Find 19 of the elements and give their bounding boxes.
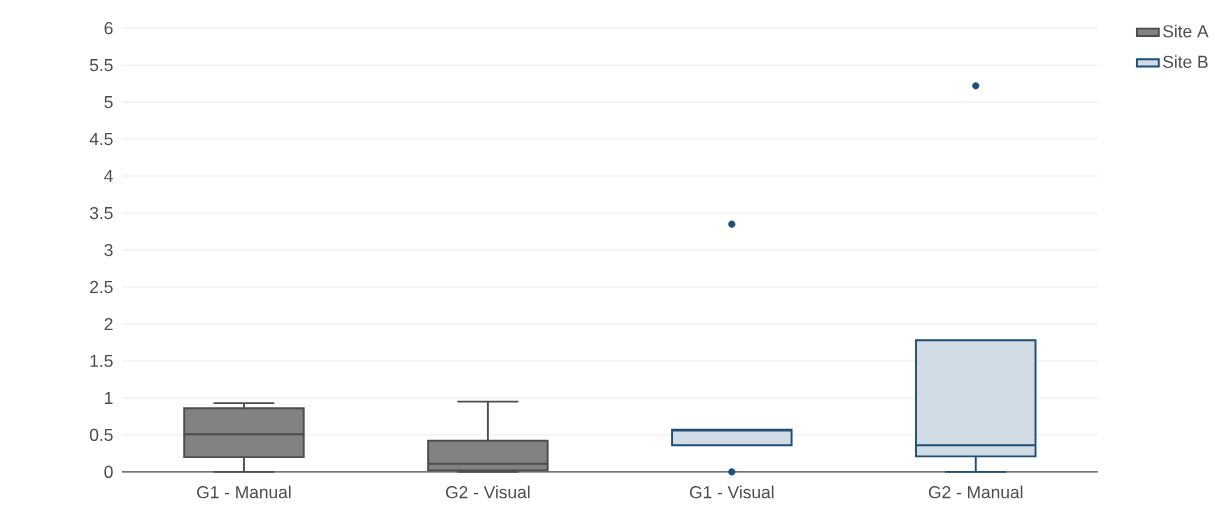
y-tick-label: 2.5 <box>90 280 113 294</box>
y-tick-label: 3.5 <box>89 206 113 220</box>
legend-label: Site B <box>1163 55 1208 68</box>
legend-label: Site A <box>1163 24 1209 38</box>
y-tick-label: 1.5 <box>90 354 113 367</box>
y-tick-label: 0 <box>104 465 113 478</box>
y-tick-label: 6 <box>104 21 113 35</box>
x-tick-label: G1 - Manual <box>197 485 291 499</box>
x-tick-label: G2 - Visual <box>445 485 530 499</box>
y-tick-label: 0.5 <box>89 428 113 441</box>
y-tick-label: 1 <box>105 391 113 404</box>
y-tick-label: 2 <box>104 317 113 330</box>
y-tick-label: 5 <box>104 96 113 109</box>
y-tick-label: 4 <box>104 170 113 182</box>
x-tick-label: G2 - Manual <box>928 485 1023 499</box>
y-tick-label: 5.5 <box>89 59 113 72</box>
y-tick-label: 4.5 <box>89 132 113 146</box>
y-tick-label: 3 <box>104 243 113 257</box>
x-tick-label: G1 - Visual <box>689 485 774 499</box>
